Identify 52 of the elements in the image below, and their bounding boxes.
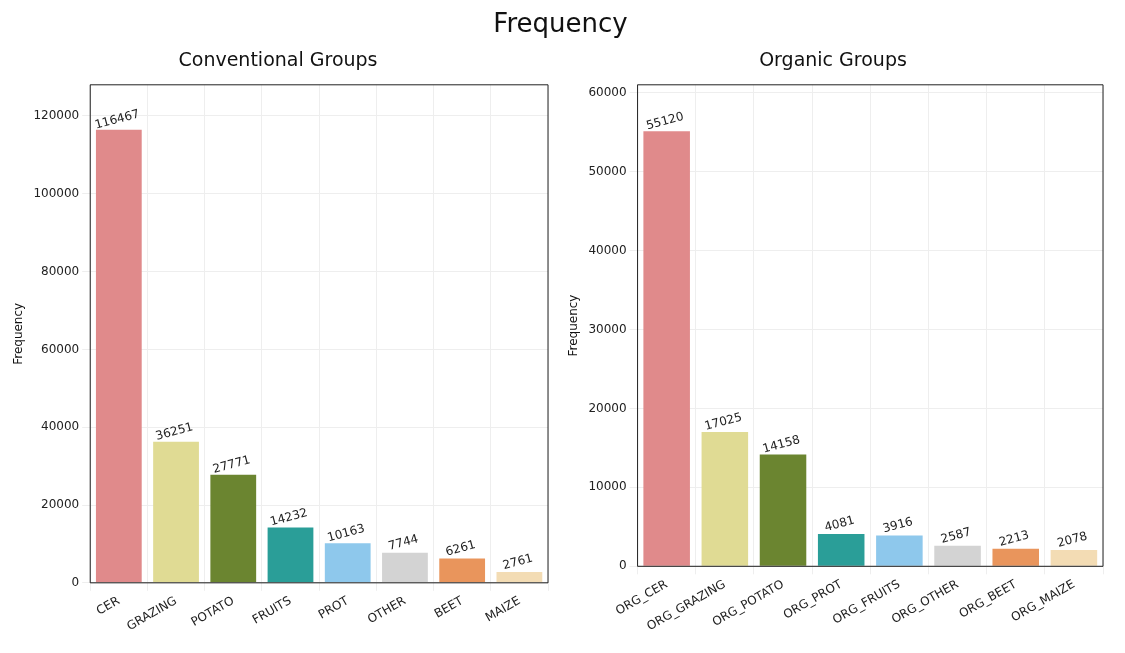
data-label: 2213 (997, 527, 1031, 549)
bar (876, 535, 923, 566)
bar (153, 441, 199, 583)
bar (934, 545, 981, 566)
data-label: 2587 (939, 524, 973, 546)
y-tick-label: 30000 (588, 321, 627, 336)
data-label: 4081 (822, 512, 856, 535)
bar (267, 527, 314, 583)
y-tick-label: 20000 (41, 497, 80, 512)
data-label: 14158 (760, 432, 802, 456)
data-label: 116467 (93, 106, 141, 132)
y-tick-label: 120000 (33, 108, 80, 123)
bar (643, 131, 690, 566)
y-tick-label: 20000 (588, 400, 627, 415)
text: Frequency (492, 8, 629, 40)
data-label: 10163 (325, 520, 367, 545)
bar (382, 552, 428, 583)
y-tick-label: 100000 (33, 185, 80, 200)
y-tick-label: 40000 (41, 419, 80, 434)
bar (210, 474, 257, 583)
bar (496, 572, 543, 583)
bar (324, 543, 371, 583)
y-tick-label: 40000 (588, 242, 627, 257)
y-tick-label: 0 (71, 574, 80, 589)
bar (95, 129, 142, 583)
bar (1050, 549, 1098, 566)
y-tick-label: 60000 (41, 341, 80, 356)
bar (992, 548, 1039, 566)
data-label: 6261 (443, 537, 477, 559)
data-label: 17025 (702, 409, 744, 433)
bar (439, 558, 486, 583)
data-label: 55120 (644, 108, 686, 133)
y-axis-title: Frequency (11, 302, 26, 365)
data-label: 2761 (501, 550, 535, 573)
data-label: 27771 (211, 452, 252, 476)
data-label: 14232 (268, 505, 309, 529)
x-tick-label: CER (93, 593, 122, 618)
y-tick-label: 10000 (588, 479, 627, 494)
y-tick-label: 0 (618, 558, 627, 573)
chart-title: Organic Groups (759, 48, 907, 71)
data-label: 36251 (154, 419, 195, 443)
y-tick-label: 60000 (588, 84, 627, 99)
bar (701, 431, 749, 566)
data-label: 2078 (1055, 528, 1089, 550)
data-label: 7744 (386, 531, 420, 553)
bar (817, 534, 865, 566)
bar (759, 454, 807, 566)
chart-title: Conventional Groups (178, 48, 378, 71)
data-label: 3916 (881, 514, 915, 536)
y-axis-title: Frequency (566, 294, 581, 357)
y-tick-label: 80000 (41, 263, 80, 278)
y-tick-label: 50000 (588, 163, 627, 178)
